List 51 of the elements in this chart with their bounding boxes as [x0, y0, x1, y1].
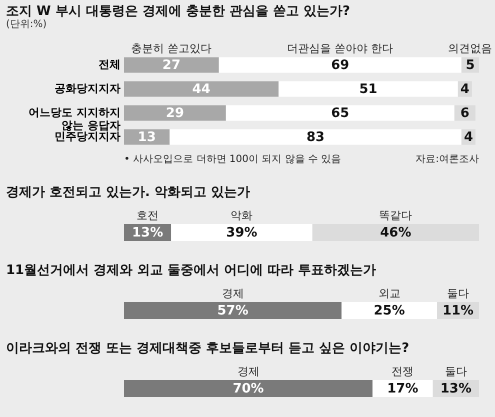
data-label: 27 — [162, 58, 180, 73]
data-label: 4 — [460, 82, 470, 97]
series-label: 호전 — [136, 208, 159, 222]
data-label: 5 — [466, 58, 475, 73]
series-label: 전쟁 — [392, 364, 414, 378]
y-tick-label: 민주당지지자 — [54, 130, 120, 143]
bar — [170, 129, 462, 145]
chart-title: 11월선거에서 경제와 외교 둘중에서 어디에 따라 투표하겠는가 — [6, 262, 376, 278]
series-label: 의견없음 — [448, 42, 492, 56]
data-label: 46% — [380, 226, 412, 240]
data-label: 11% — [442, 304, 474, 318]
data-label: 13 — [138, 130, 156, 145]
text: • 사사오입으로 더하면 100이 되지 않을 수 있음 — [124, 154, 342, 165]
data-label: 57% — [217, 304, 248, 318]
series-label: 둘다 — [447, 286, 470, 300]
data-label: 6 — [460, 106, 470, 121]
series-label: 더관심을 쏟아야 한다 — [287, 42, 394, 56]
bar — [124, 57, 219, 73]
data-label: 29 — [166, 106, 184, 121]
series-label: 충분히 쏟고있다 — [131, 42, 212, 56]
data-label: 70% — [232, 382, 264, 396]
data-label: 13% — [440, 382, 472, 396]
chart-title: 경제가 호전되고 있는가. 악화되고 있는가 — [6, 184, 250, 200]
series-label: 똑같다 — [379, 208, 412, 222]
bar — [124, 105, 226, 121]
data-label: 39% — [226, 226, 258, 240]
bar — [278, 81, 458, 97]
y-tick-label: 전체 — [98, 58, 120, 71]
bar — [226, 105, 454, 121]
series-label: 둘다 — [444, 364, 467, 378]
chart-title: 조지 W 부시 대통령은 경제에 충분한 관심을 쏟고 있는가? — [6, 4, 350, 20]
y-tick-label: 어느당도 지지하지 않는 응답자 — [28, 106, 120, 132]
data-label: 65 — [331, 106, 350, 121]
series-label: 외교 — [378, 286, 400, 300]
data-label: 44 — [192, 82, 210, 97]
data-label: 25% — [374, 304, 405, 318]
data-label: 51 — [359, 82, 378, 97]
data-label: 4 — [464, 130, 473, 145]
chart-title: 이라크와의 전쟁 또는 경제대책중 후보들로부터 듣고 싶은 이야기는? — [6, 340, 410, 356]
bar — [218, 57, 462, 73]
text: (단위:%) — [6, 19, 47, 30]
series-label: 경제 — [222, 286, 244, 300]
bar — [124, 81, 279, 97]
y-tick-label: 공화당지지자 — [54, 82, 120, 95]
text: 자료:여론조사 — [416, 154, 479, 165]
series-label: 경제 — [237, 364, 260, 378]
series-label: 악화 — [230, 208, 253, 222]
data-label: 69 — [331, 58, 350, 73]
data-label: 83 — [306, 130, 325, 145]
data-label: 17% — [387, 382, 418, 396]
data-label: 13% — [132, 226, 164, 240]
